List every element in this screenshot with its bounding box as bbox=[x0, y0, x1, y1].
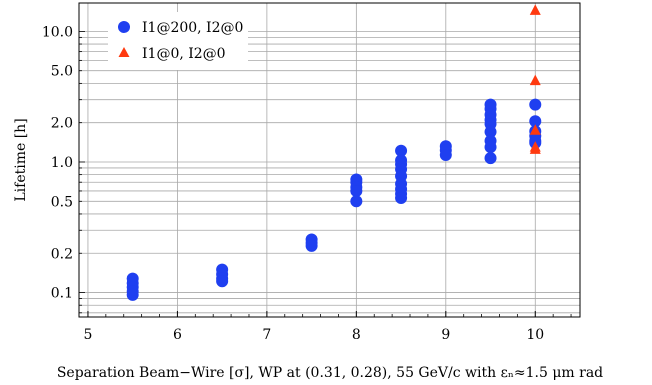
y-tick-label: 1.0 bbox=[51, 155, 73, 171]
x-tick-label: 6 bbox=[173, 327, 182, 343]
data-point-series-2 bbox=[529, 4, 541, 15]
legend: I1@200, I2@0 I1@0, I2@0 bbox=[108, 12, 248, 70]
data-point-series-1 bbox=[305, 239, 318, 252]
plot-frame bbox=[78, 2, 581, 318]
x-tick-label: 9 bbox=[441, 327, 450, 343]
x-axis-label: Separation Beam−Wire [σ], WP at (0.31, 0… bbox=[57, 365, 603, 381]
data-point-series-1 bbox=[350, 195, 363, 208]
legend-label-series-2: I1@0, I2@0 bbox=[142, 46, 226, 62]
y-tick-label: 0.5 bbox=[51, 194, 73, 210]
data-point-series-1 bbox=[484, 152, 497, 165]
x-tick-label: 7 bbox=[262, 327, 271, 343]
data-point-series-1 bbox=[126, 288, 139, 301]
data-point-series-1 bbox=[529, 115, 542, 128]
data-point-series-1 bbox=[350, 184, 363, 197]
y-tick-label: 0.2 bbox=[51, 246, 73, 262]
y-tick-label: 10.0 bbox=[42, 24, 73, 40]
data-points bbox=[126, 4, 542, 301]
y-tick-label: 0.1 bbox=[51, 286, 73, 302]
legend-marker-series-2 bbox=[118, 47, 130, 57]
data-point-series-2 bbox=[529, 74, 541, 86]
data-point-series-2 bbox=[529, 143, 541, 154]
data-point-series-2 bbox=[529, 124, 541, 135]
legend-box bbox=[108, 12, 248, 70]
data-point-series-1 bbox=[484, 141, 497, 154]
legend-marker-series-1 bbox=[118, 21, 130, 33]
x-tick-label: 8 bbox=[352, 327, 361, 343]
data-point-series-1 bbox=[529, 98, 542, 111]
y-tick-label: 5.0 bbox=[51, 64, 73, 80]
x-tick-label: 5 bbox=[83, 327, 92, 343]
y-tick-labels: 0.1 0.2 0.5 1.0 2.0 5.0 10.0 bbox=[42, 24, 73, 301]
data-point-series-1 bbox=[439, 149, 452, 162]
y-tick-label: 2.0 bbox=[51, 116, 73, 132]
axis-ticks bbox=[79, 31, 572, 317]
x-tick-label: 10 bbox=[526, 327, 544, 343]
grid-lines bbox=[79, 3, 580, 317]
data-point-series-1 bbox=[484, 125, 497, 138]
data-point-series-1 bbox=[395, 144, 408, 157]
x-tick-labels: 5 6 7 8 9 10 bbox=[83, 327, 544, 343]
y-axis-label: Lifetime [h] bbox=[13, 118, 29, 201]
legend-label-series-1: I1@200, I2@0 bbox=[142, 20, 243, 36]
data-point-series-1 bbox=[395, 191, 408, 204]
data-point-series-1 bbox=[216, 275, 229, 288]
